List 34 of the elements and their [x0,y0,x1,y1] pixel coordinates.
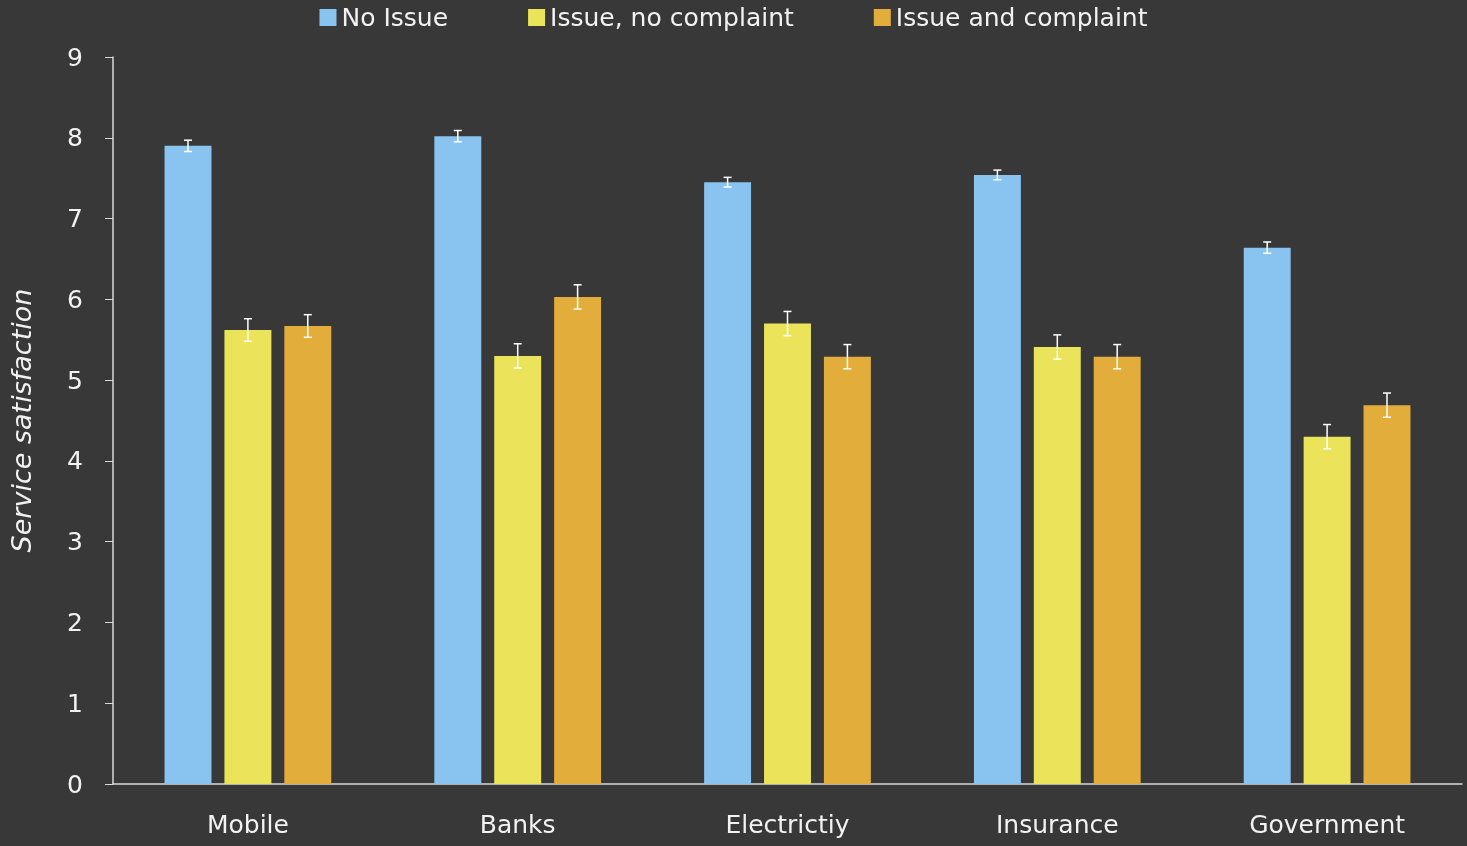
y-axis-title: Service satisfaction [6,288,37,553]
bar [1303,436,1351,784]
x-tick-label: Electrictiy [725,810,850,839]
x-tick-label: Government [1249,810,1406,839]
y-tick-label: 3 [67,527,83,557]
bar [1363,405,1411,784]
bar [704,182,752,784]
legend-label: Issue and complaint [895,3,1148,32]
bar [494,355,542,784]
bar [1093,356,1141,784]
bar [164,145,212,784]
x-tick-label: Mobile [206,810,289,839]
x-tick-label: Banks [479,810,556,839]
y-tick-label: 5 [67,365,83,395]
legend-label: Issue, no complaint [550,3,795,32]
bar [284,325,332,784]
y-tick-label: 2 [67,607,83,637]
bar [224,330,272,784]
y-tick-label: 7 [67,204,83,234]
bar [434,136,482,784]
bar [823,356,871,784]
y-tick-label: 9 [67,42,83,72]
bar [554,296,602,784]
bar [764,323,811,784]
bar [1033,346,1081,784]
y-tick-label: 4 [67,446,83,476]
y-tick-label: 8 [67,123,83,153]
x-tick-label: Insurance [995,810,1119,839]
legend-label: No Issue [341,3,449,32]
y-tick-label: 1 [67,688,83,718]
bar [1243,247,1291,784]
y-tick-label: 6 [67,284,83,314]
y-tick-label: 0 [67,769,83,799]
bar [973,174,1021,784]
